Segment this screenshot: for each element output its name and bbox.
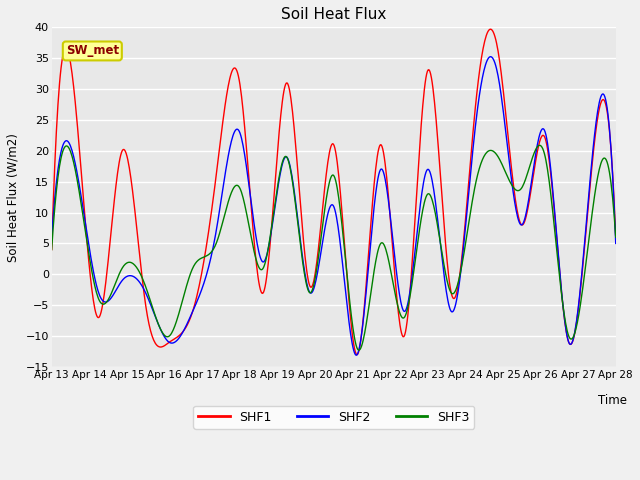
SHF2 (420, 180, 428, 185)
Line: SHF1: SHF1 (52, 29, 616, 355)
SHF1 (58, 59, 66, 65)
SHF2 (203, 270, 211, 276)
SHF3 (116, 270, 124, 276)
SHF1 (612, 234, 620, 240)
SHF1 (403, 319, 411, 325)
SHF3 (173, 316, 181, 322)
Line: SHF3: SHF3 (52, 145, 616, 350)
SHF2 (48, 234, 56, 240)
SHF3 (420, 203, 428, 209)
SHF1 (48, 247, 56, 252)
SHF2 (116, 281, 124, 287)
SHF1 (486, 26, 494, 32)
SHF1 (203, 239, 211, 245)
SHF2 (352, 352, 360, 358)
SHF2 (486, 54, 494, 60)
Legend: SHF1, SHF2, SHF3: SHF1, SHF2, SHF3 (193, 406, 474, 429)
SHF3 (403, 308, 411, 313)
SHF3 (58, 152, 66, 157)
SHF1 (420, 95, 428, 100)
Title: Soil Heat Flux: Soil Heat Flux (281, 7, 387, 22)
SHF2 (173, 337, 181, 343)
SHF2 (58, 146, 66, 152)
Line: SHF2: SHF2 (52, 57, 616, 355)
SHF1 (173, 334, 181, 340)
SHF3 (612, 234, 620, 240)
Text: SW_met: SW_met (66, 45, 119, 58)
SHF2 (403, 304, 411, 310)
Y-axis label: Soil Heat Flux (W/m2): Soil Heat Flux (W/m2) (7, 132, 20, 262)
SHF1 (116, 156, 124, 162)
SHF3 (203, 253, 211, 259)
SHF2 (612, 240, 620, 246)
SHF3 (355, 347, 363, 353)
SHF1 (353, 352, 361, 358)
SHF3 (536, 143, 543, 148)
SHF3 (48, 247, 56, 252)
X-axis label: Time: Time (598, 394, 627, 407)
